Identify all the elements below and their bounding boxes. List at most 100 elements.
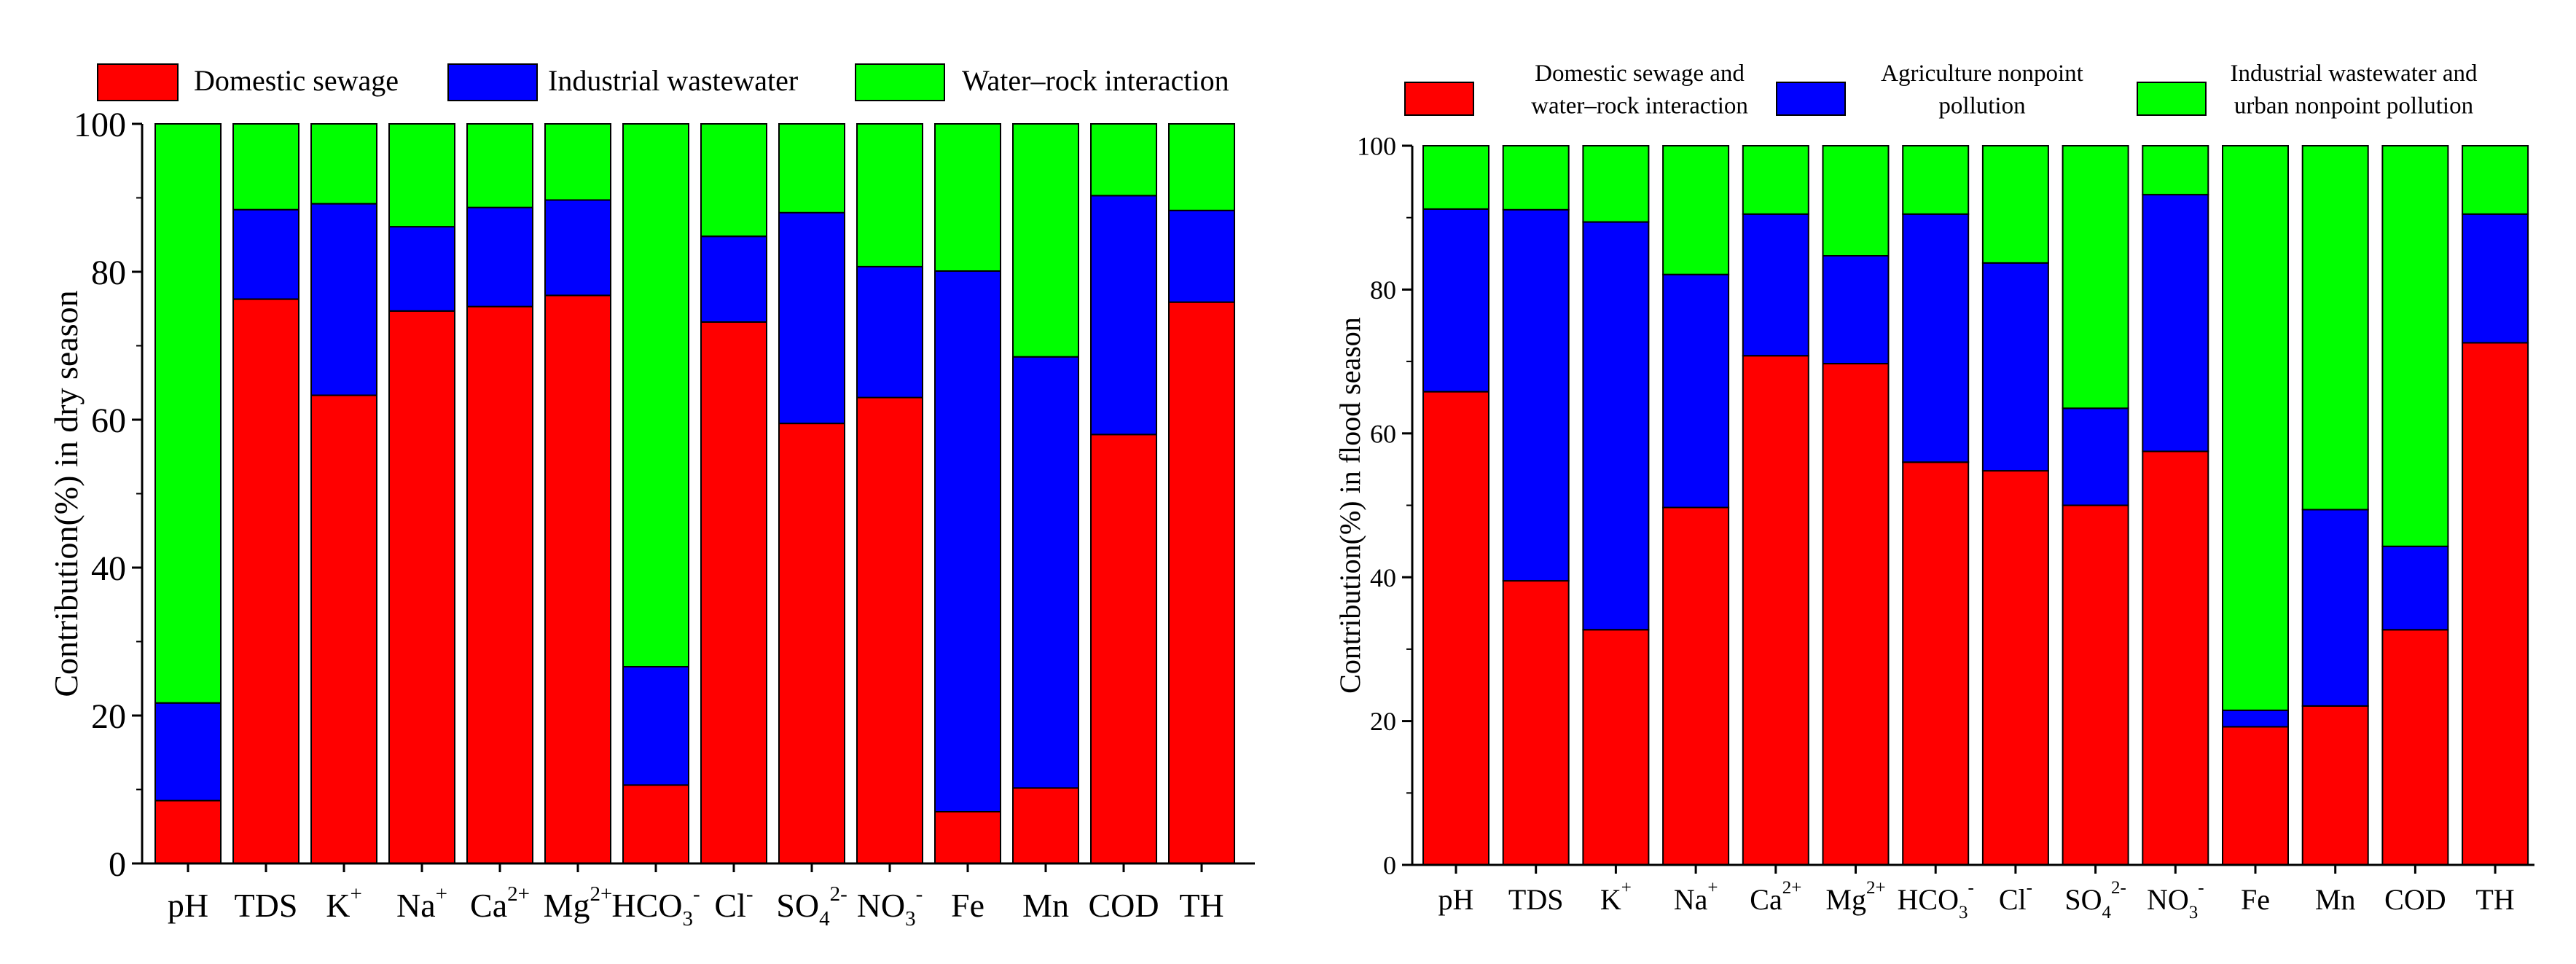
y-tick-label: 100: [74, 106, 126, 144]
bar-segment-dry-5-series-1: [544, 199, 611, 297]
x-tick-label: SO42-: [776, 882, 847, 930]
bar-segment-dry-1-series-1: [232, 208, 300, 300]
bar-segment-flood-11-series-1: [2301, 509, 2369, 707]
legend-label: Domestic sewage and water–rock interactio…: [1531, 60, 1748, 119]
bar-segment-flood-0-series-2: [1422, 145, 1489, 210]
bar-segment-dry-10-series-0: [934, 811, 1001, 864]
legend-swatch: [97, 63, 179, 101]
legend-swatch: [1404, 82, 1474, 116]
legend-swatch: [447, 63, 538, 101]
legend-flood: Domestic sewage and water–rock interactio…: [1404, 60, 2478, 119]
bar-segment-dry-13-series-1: [1168, 209, 1235, 303]
x-tick-label: Cl-: [1999, 878, 2032, 916]
bar-segment-flood-5-series-1: [1822, 255, 1890, 364]
chart-dry-season: pH TDS K+ Na+ Ca2+ Mg2+HCO3- Cl- SO42- NO3- Fe Mn C…: [47, 63, 1255, 930]
bar-segment-dry-11-series-0: [1012, 787, 1079, 864]
bar-segment-dry-6-series-2: [622, 123, 689, 667]
bar-segment-dry-4-series-2: [466, 123, 533, 208]
legend-swatch: [1776, 82, 1846, 116]
bar-segment-flood-0-series-0: [1422, 391, 1489, 866]
bar-segment-dry-0-series-1: [154, 702, 222, 802]
bar-segment-dry-12-series-1: [1090, 195, 1157, 436]
bar-segment-dry-8-series-0: [778, 423, 845, 864]
bar-segment-dry-3-series-0: [388, 310, 455, 864]
x-tick-label: TH: [2475, 883, 2514, 916]
x-tick-label: HCO3-: [611, 882, 700, 930]
bar-segment-dry-6-series-0: [622, 784, 689, 865]
bar-segment-flood-10-series-1: [2222, 709, 2289, 728]
bar-segment-flood-7-series-1: [1981, 262, 2049, 472]
x-tick-label: Mn: [1022, 887, 1069, 924]
bar-segment-dry-9-series-2: [856, 123, 923, 267]
bar-segment-flood-7-series-2: [1981, 145, 2049, 264]
y-tick-label: 80: [1370, 275, 1396, 305]
x-tick-label: COD: [1088, 887, 1159, 924]
bar-segment-dry-11-series-1: [1012, 356, 1079, 789]
y-tick-label: 20: [1370, 707, 1396, 736]
bar-segment-dry-9-series-0: [856, 396, 923, 864]
bar-segment-flood-1-series-1: [1502, 208, 1570, 582]
y-tick-label: 0: [1383, 851, 1396, 880]
legend-label: Agriculture nonpoint pollution: [1881, 60, 2083, 119]
bar-segment-flood-3-series-2: [1662, 145, 1730, 275]
legend-label: Domestic sewage: [194, 64, 399, 97]
bar-segment-dry-10-series-1: [934, 270, 1001, 812]
x-tick-label: Na+: [396, 882, 447, 924]
y-tick-label: 100: [1357, 132, 1396, 161]
bar-segment-flood-7-series-0: [1981, 470, 2049, 866]
x-tick-label: Fe: [2241, 883, 2270, 916]
bar-segment-dry-1-series-2: [232, 123, 300, 211]
y-tick-label: 60: [1370, 419, 1396, 448]
bar-segment-flood-1-series-2: [1502, 145, 1570, 211]
bar-segment-dry-2-series-2: [310, 123, 377, 205]
bar-segment-flood-13-series-0: [2462, 342, 2529, 866]
bar-segment-flood-11-series-0: [2301, 705, 2369, 866]
bar-segment-flood-2-series-2: [1582, 145, 1650, 223]
bar-segment-dry-2-series-0: [310, 394, 377, 864]
bar-segment-flood-0-series-1: [1422, 208, 1489, 393]
bar-segment-flood-9-series-2: [2142, 145, 2209, 196]
bar-segment-dry-0-series-2: [154, 123, 222, 704]
bar-segment-dry-7-series-2: [700, 123, 767, 238]
y-tick-label: 20: [91, 697, 126, 736]
bar-segment-dry-10-series-2: [934, 123, 1001, 272]
bar-segment-flood-5-series-2: [1822, 145, 1890, 256]
bar-segment-flood-2-series-0: [1582, 629, 1650, 866]
y-tick-label: 0: [109, 845, 126, 884]
y-tick-label: 80: [91, 254, 126, 292]
x-tick-label: NO3-: [857, 882, 923, 930]
bar-segment-dry-3-series-2: [388, 123, 455, 228]
x-tick-label: Ca2+: [470, 882, 530, 924]
bar-segment-flood-9-series-1: [2142, 194, 2209, 452]
bar-segment-dry-8-series-2: [778, 123, 845, 213]
bar-segment-dry-8-series-1: [778, 211, 845, 425]
x-tick-label: Na+: [1674, 878, 1718, 916]
bar-segment-flood-12-series-2: [2381, 145, 2449, 547]
bar-segment-flood-10-series-2: [2222, 145, 2289, 711]
bar-segment-flood-6-series-0: [1902, 461, 1970, 866]
legend-dry: Domestic sewage Industrial wastewater Wate…: [97, 63, 1229, 101]
x-tick-label: COD: [2384, 883, 2446, 916]
legend-swatch: [2137, 82, 2207, 116]
bar-segment-dry-1-series-0: [232, 298, 300, 865]
legend-label: Industrial wastewater: [548, 64, 798, 97]
bar-segment-flood-12-series-0: [2381, 629, 2449, 866]
bar-segment-flood-4-series-2: [1742, 145, 1809, 215]
bar-segment-dry-12-series-0: [1090, 434, 1157, 864]
bar-segment-flood-5-series-0: [1822, 363, 1890, 866]
x-tick-label: K+: [1600, 878, 1632, 916]
legend-label: Industrial wastewater and urban nonpoint …: [2230, 60, 2478, 119]
bar-segment-dry-3-series-1: [388, 226, 455, 312]
bar-segment-dry-5-series-2: [544, 123, 611, 201]
bar-segment-dry-4-series-1: [466, 206, 533, 307]
bar-segment-flood-13-series-1: [2462, 213, 2529, 344]
bar-segment-dry-9-series-1: [856, 265, 923, 399]
y-tick-label: 40: [1370, 563, 1396, 592]
x-tick-label: SO42-: [2064, 878, 2126, 922]
x-tick-label: Ca2+: [1750, 878, 1801, 916]
bar-segment-dry-5-series-0: [544, 294, 611, 864]
bar-segment-flood-13-series-2: [2462, 145, 2529, 215]
bar-segment-dry-0-series-0: [154, 799, 222, 864]
bar-segment-flood-4-series-0: [1742, 355, 1809, 866]
